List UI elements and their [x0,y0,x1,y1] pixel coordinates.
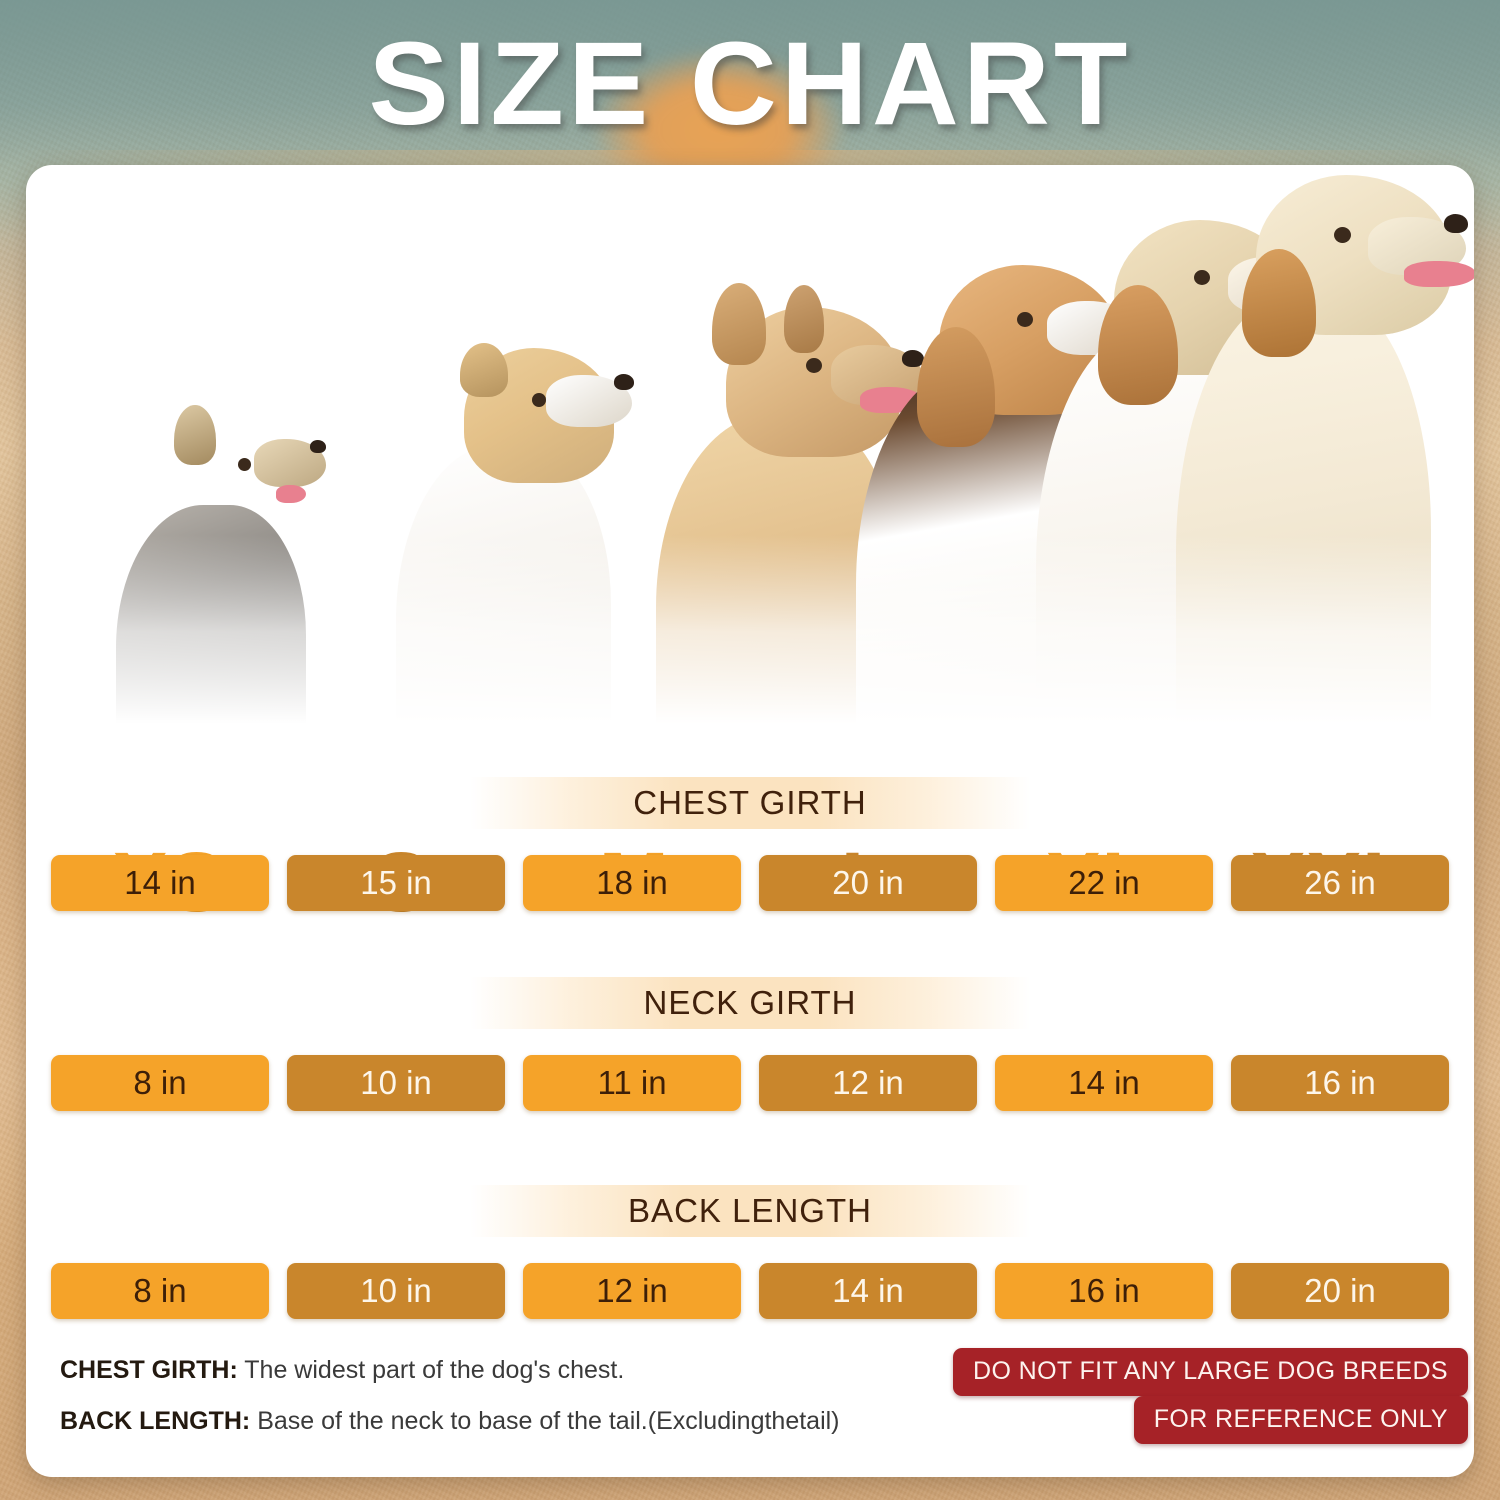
footnote-back-length: BACK LENGTH: Base of the neck to base of… [60,1407,840,1436]
section-header-label: CHEST GIRTH [633,784,867,821]
dog-ear [712,283,766,365]
dog-eye [806,358,822,373]
dog-labrador-retriever [1156,165,1474,765]
value-pill: 16 in [995,1263,1213,1319]
value-pill: 10 in [287,1263,505,1319]
value-pill: 20 in [759,855,977,911]
value-pill: 26 in [1231,855,1449,911]
dog-eye [238,458,251,471]
section-chest-girth: CHEST GIRTH 14 in 15 in 18 in 20 in 22 i… [46,777,1454,911]
dog-photo-strip [26,165,1474,765]
dog-jack-russell-terrier [356,335,656,765]
dog-eye [532,393,546,407]
value-pill: 14 in [995,1055,1213,1111]
dog-ear [784,285,824,353]
value-pill: 14 in [51,855,269,911]
value-pill: 11 in [523,1055,741,1111]
title-bar: SIZE CHART [0,0,1500,168]
value-pill: 8 in [51,1055,269,1111]
value-pill: 8 in [51,1263,269,1319]
section-neck-girth: NECK GIRTH 8 in 10 in 11 in 12 in 14 in … [46,977,1454,1111]
badge-reference-only: FOR REFERENCE ONLY [1133,1396,1468,1444]
section-header-neck-girth: NECK GIRTH [470,977,1030,1029]
dog-body [1176,295,1431,765]
value-pill: 22 in [995,855,1213,911]
pill-row-neck-girth: 8 in 10 in 11 in 12 in 14 in 16 in [46,1055,1454,1111]
section-back-length: BACK LENGTH 8 in 10 in 12 in 14 in 16 in… [46,1185,1454,1319]
section-header-chest-girth: CHEST GIRTH [470,777,1030,829]
pill-row-back-length: 8 in 10 in 12 in 14 in 16 in 20 in [46,1263,1454,1319]
footnotes: CHEST GIRTH: The widest part of the dog'… [60,1356,840,1458]
value-pill: 20 in [1231,1263,1449,1319]
footnote-text: Base of the neck to base of the tail.(Ex… [257,1407,840,1435]
value-pill: 12 in [759,1055,977,1111]
value-pill: 15 in [287,855,505,911]
value-pill: 14 in [759,1263,977,1319]
pill-row-chest-girth: 14 in 15 in 18 in 20 in 22 in 26 in [46,855,1454,911]
badge-no-large-breeds: DO NOT FIT ANY LARGE DOG BREEDS [952,1348,1468,1396]
dog-body [116,505,306,765]
section-header-label: NECK GIRTH [643,984,857,1021]
dog-nose [1444,214,1468,233]
dog-tongue [276,485,306,503]
footnote-key: CHEST GIRTH: [60,1356,238,1384]
value-pill: 10 in [287,1055,505,1111]
dog-ear [460,343,508,397]
dog-body [396,445,611,765]
size-chart-card: XS S M L XL XXL CHEST GIRTH 14 in 15 in … [26,165,1474,1477]
section-header-label: BACK LENGTH [628,1192,872,1229]
dog-tongue [1404,261,1474,287]
warning-badges: DO NOT FIT ANY LARGE DOG BREEDS FOR REFE… [952,1348,1468,1444]
dog-nose [310,440,326,453]
footnote-key: BACK LENGTH: [60,1407,251,1435]
footnote-text: The widest part of the dog's chest. [244,1356,625,1384]
value-pill: 16 in [1231,1055,1449,1111]
section-header-back-length: BACK LENGTH [470,1185,1030,1237]
dog-ear [174,405,216,465]
value-pill: 12 in [523,1263,741,1319]
value-pill: 18 in [523,855,741,911]
footnote-chest-girth: CHEST GIRTH: The widest part of the dog'… [60,1356,840,1385]
dog-eye [1334,227,1351,243]
page-title: SIZE CHART [368,18,1132,150]
dog-yorkshire-terrier [86,405,356,765]
